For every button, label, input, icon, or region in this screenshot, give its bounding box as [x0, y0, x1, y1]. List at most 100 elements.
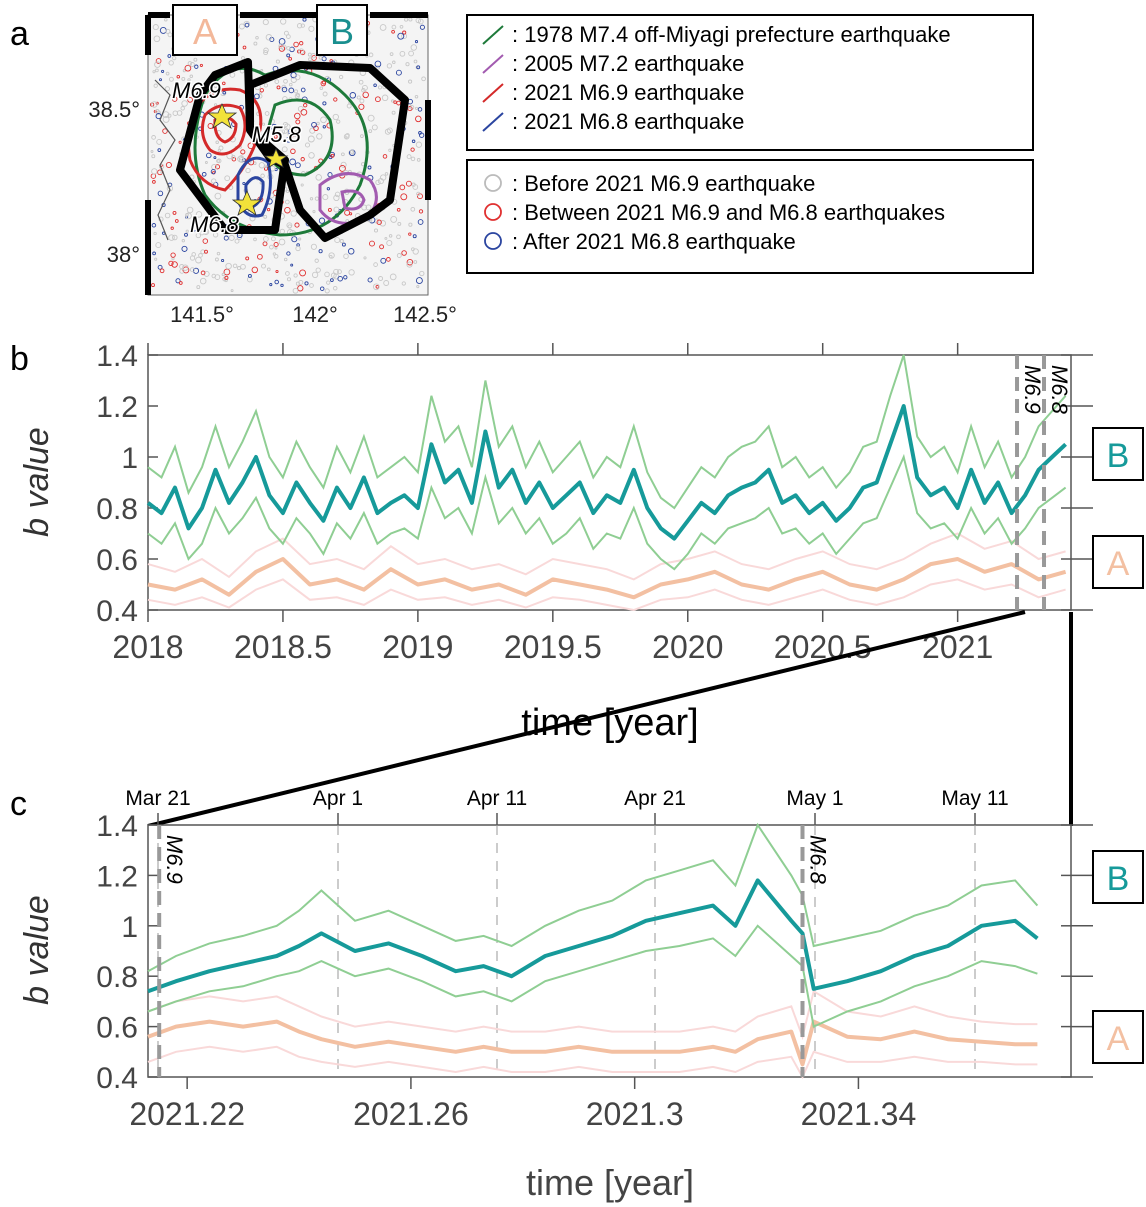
seismicity-dot	[384, 172, 389, 176]
seismicity-dot	[231, 156, 237, 162]
seismicity-dot	[202, 229, 208, 235]
seismicity-dot	[221, 272, 225, 277]
seismicity-dot	[175, 278, 181, 284]
seismicity-dot	[363, 256, 367, 260]
seismicity-dot	[181, 76, 186, 81]
seismicity-dot	[291, 236, 298, 243]
y-tick-label: 0.6	[96, 1012, 138, 1045]
map-panel: M6.9 M5.8 M6.8 A B 38.5° 38° 141.5° 142°…	[88, 4, 457, 327]
seismicity-dot	[272, 252, 277, 256]
seismicity-dot	[339, 239, 344, 244]
seismicity-dot	[297, 285, 304, 292]
seismicity-dot	[419, 270, 425, 277]
seismicity-dot	[274, 246, 278, 250]
seismicity-dot	[150, 150, 154, 153]
seismicity-dot	[304, 142, 311, 148]
seismicity-dot	[329, 254, 333, 259]
series-B-line	[147, 878, 1039, 994]
legend-label: : Between 2021 M6.9 and M6.8 earthquakes	[512, 200, 945, 225]
seismicity-dot	[415, 115, 422, 123]
seismicity-dot	[155, 242, 162, 249]
side-label-B: B	[1107, 437, 1130, 475]
seismicity-dot	[274, 279, 279, 285]
seismicity-dot	[257, 253, 263, 260]
seismicity-dot	[307, 135, 315, 143]
legend-circle-swatch	[484, 174, 502, 192]
seismicity-dot	[198, 253, 203, 258]
seismicity-dot	[165, 161, 172, 169]
seismicity-dot	[406, 258, 414, 266]
seismicity-dot	[247, 273, 252, 278]
panel-label-c: c	[10, 785, 27, 823]
y-tick-label: 0.4	[96, 595, 138, 628]
seismicity-dot	[202, 238, 209, 244]
seismicity-dot	[284, 206, 291, 214]
seismicity-dot	[164, 212, 171, 219]
seismicity-dot	[189, 62, 195, 67]
seismicity-dot	[274, 79, 280, 84]
seismicity-dot	[281, 127, 289, 134]
seismicity-dot	[167, 54, 172, 58]
seismicity-dot	[343, 275, 348, 280]
seismicity-dot	[174, 219, 179, 223]
seismicity-dot	[178, 140, 182, 144]
seismicity-dot	[417, 18, 424, 25]
legend-line-swatch	[482, 25, 504, 45]
seismicity-dot	[214, 257, 219, 262]
seismicity-dot	[152, 251, 156, 256]
seismicity-dot	[213, 156, 217, 160]
lon-tick: 141.5°	[170, 302, 234, 327]
seismicity-dot	[376, 219, 382, 225]
seismicity-dot	[214, 192, 222, 200]
seismicity-dot	[280, 18, 287, 25]
seismicity-dot	[412, 248, 419, 255]
seismicity-dot	[263, 214, 268, 219]
seismicity-dot	[386, 63, 393, 69]
seismicity-dot	[152, 70, 156, 74]
legend-contours: : 1978 M7.4 off-Miyagi prefecture earthq…	[466, 14, 1034, 151]
seismicity-dot	[365, 204, 372, 211]
seismicity-dot	[333, 206, 340, 213]
seismicity-dot	[378, 276, 384, 281]
seismicity-dot	[417, 219, 424, 225]
lon-tick: 142.5°	[393, 302, 457, 327]
seismicity-dot	[379, 244, 385, 250]
seismicity-dot	[155, 58, 162, 64]
seismicity-dot	[286, 277, 292, 282]
seismicity-dot	[168, 260, 174, 267]
legend-label: : 2005 M7.2 earthquake	[512, 51, 744, 76]
seismicity-dot	[294, 93, 300, 99]
seismicity-dot	[400, 193, 408, 201]
plot-frame	[147, 824, 1072, 1078]
seismicity-dot	[392, 60, 396, 65]
x-tick-label: 2019.5	[504, 629, 602, 665]
seismicity-dot	[327, 207, 332, 212]
seismicity-dot	[240, 149, 246, 155]
seismicity-dot	[407, 106, 413, 112]
seismicity-dot	[164, 17, 168, 22]
seismicity-dot	[332, 285, 338, 291]
seismicity-dot	[223, 235, 229, 241]
seismicity-dot	[282, 121, 289, 128]
seismicity-dot	[222, 90, 226, 95]
seismicity-dot	[397, 221, 402, 226]
seismicity-dot	[399, 50, 406, 57]
seismicity-dot	[379, 220, 387, 227]
seismicity-dot	[230, 289, 234, 293]
seismicity-dot	[181, 239, 185, 243]
seismicity-dot	[273, 134, 278, 139]
seismicity-dot	[388, 234, 393, 238]
seismicity-dot	[162, 128, 168, 134]
seismicity-dot	[344, 209, 351, 216]
seismicity-dot	[236, 235, 242, 241]
lat-tick: 38°	[107, 242, 140, 267]
seismicity-dot	[157, 190, 164, 197]
seismicity-dot	[333, 194, 340, 202]
seismicity-dot	[326, 187, 331, 191]
seismicity-dot	[245, 167, 251, 174]
x-tick-label: 2018.5	[234, 629, 332, 665]
series-A-line	[147, 557, 1067, 600]
legend-label: : After 2021 M6.8 earthquake	[512, 229, 796, 254]
seismicity-dot	[334, 191, 341, 198]
seismicity-dot	[170, 252, 176, 258]
